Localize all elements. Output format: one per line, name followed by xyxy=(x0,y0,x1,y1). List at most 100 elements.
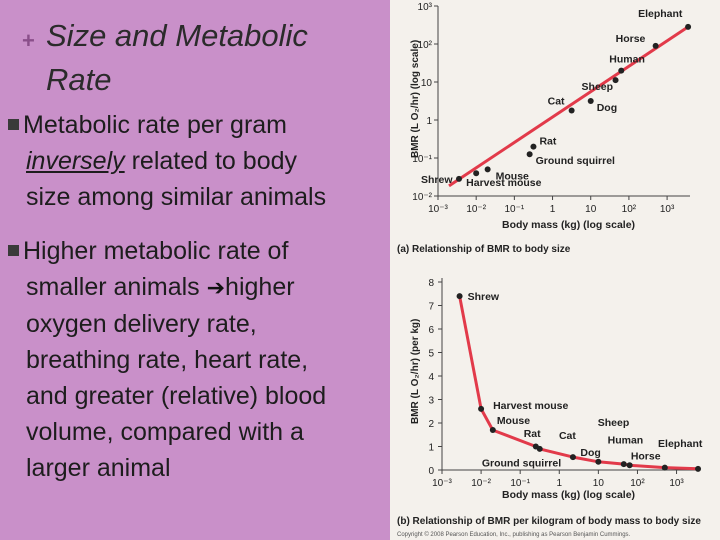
chart-a-y-tick-label: 10 xyxy=(421,78,433,89)
chart-b-point-label: Elephant xyxy=(658,438,703,450)
bullet-1-line-1: Metabolic rate per gram xyxy=(23,111,288,139)
chart-b-point-label: Ground squirrel xyxy=(482,458,561,470)
chart-a-x-tick-label: 10² xyxy=(622,204,637,215)
chart-b-point-label: Harvest mouse xyxy=(493,400,568,412)
bullet-1-underlined: inversely xyxy=(26,147,125,175)
chart-a-point xyxy=(484,166,491,173)
chart-b-point xyxy=(569,454,576,461)
chart-b-y-tick-label: 3 xyxy=(428,396,434,407)
chart-b-x-tick-label: 10⁻³ xyxy=(432,478,452,489)
chart-a-point xyxy=(587,98,594,104)
chart-a-point-label: Cat xyxy=(548,96,565,108)
chart-b-y-tick-label: 7 xyxy=(428,302,434,313)
bullet-2-line-7: larger animal xyxy=(26,454,171,482)
chart-a-y-tick-label: 10³ xyxy=(418,2,433,13)
chart-b-y-tick-label: 6 xyxy=(428,325,434,336)
chart-b-x-tick-label: 10 xyxy=(593,478,605,489)
chart-a-point xyxy=(612,77,619,84)
chart-b-point xyxy=(456,293,463,300)
chart-a-y-tick-label: 10⁻¹ xyxy=(412,154,432,165)
chart-a-caption: (a) Relationship of BMR to body size xyxy=(397,244,571,255)
chart-a-point-label: Harvest mouse xyxy=(466,177,541,189)
chart-b-x-tick-label: 10⁻² xyxy=(471,478,491,489)
chart-a-point-label: Elephant xyxy=(638,8,683,20)
chart-b-y-tick-label: 4 xyxy=(428,372,434,383)
bullet-2: Higher metabolic rate of smaller animals… xyxy=(8,233,393,486)
chart-a-y-tick-label: 10² xyxy=(418,40,433,51)
chart-a-y-tick-label: 10⁻² xyxy=(412,192,432,203)
title-line-2: Rate xyxy=(46,62,112,97)
bullet-1-line-3: size among similar animals xyxy=(26,183,327,211)
chart-b-point-label: Dog xyxy=(580,447,600,459)
chart-b-x-label: Body mass (kg) (log scale) xyxy=(502,489,635,501)
bullet-2-line-2a: smaller animals xyxy=(26,273,207,301)
chart-a-x-label: Body mass (kg) (log scale) xyxy=(502,219,635,231)
chart-b-x-tick-label: 10⁻¹ xyxy=(510,478,530,489)
chart-a-point-label: Dog xyxy=(597,102,617,114)
chart-b-point xyxy=(620,461,627,468)
chart-b-y-tick-label: 0 xyxy=(428,466,434,477)
chart-a-y-tick-label: 1 xyxy=(426,116,432,127)
chart-b-point xyxy=(536,445,543,452)
chart-a-point xyxy=(618,67,625,74)
chart-a-x-tick-label: 10⁻¹ xyxy=(504,204,524,215)
bullet-2-line-1: Higher metabolic rate of xyxy=(23,237,289,265)
bullet-2-line-2b: higher xyxy=(225,273,295,301)
chart-b-x-tick-label: 1 xyxy=(556,478,562,489)
bullet-square-icon xyxy=(8,245,19,256)
title-line-1: Size and Metabolic xyxy=(46,18,308,53)
chart-a-point-label: Horse xyxy=(616,33,646,45)
chart-a-point xyxy=(652,42,659,49)
chart-b-point xyxy=(478,405,485,412)
chart-a-x-tick-label: 10⁻² xyxy=(466,204,486,215)
chart-b-y-tick-label: 8 xyxy=(428,278,434,289)
chart-a-point-label: Ground squirrel xyxy=(536,155,615,167)
chart-b-y-tick-label: 5 xyxy=(428,349,434,360)
chart-a-point-label: Sheep xyxy=(582,81,614,93)
chart-a-point-label: Mouse xyxy=(496,170,529,182)
chart-a-point-label: Shrew xyxy=(421,174,453,186)
bullet-2-line-5: and greater (relative) blood xyxy=(26,382,327,410)
chart-b-x-tick-label: 10³ xyxy=(669,478,684,489)
chart-b-y-tick-label: 1 xyxy=(428,443,434,454)
chart-b-point xyxy=(695,465,702,472)
chart-b-point xyxy=(595,458,602,465)
chart-a-point xyxy=(473,170,480,177)
bullet-1-line-2: related to body xyxy=(124,147,297,175)
chart-a-point xyxy=(685,23,692,30)
chart-a-point xyxy=(530,143,537,150)
chart-b-point xyxy=(626,462,633,469)
chart-b-point-label: Sheep xyxy=(598,417,630,429)
chart-b-y-label: BMR (L O₂/hr) (per kg) xyxy=(410,319,421,424)
chart-b-point-label: Human xyxy=(608,434,644,446)
chart-b-point-label: Rat xyxy=(524,428,541,440)
chart-a-x-tick-label: 10 xyxy=(585,204,597,215)
chart-b-point-label: Cat xyxy=(559,430,576,442)
chart-b-point-label: Mouse xyxy=(497,415,530,427)
chart-a-point xyxy=(526,151,533,158)
bullet-1: Metabolic rate per gram inversely relate… xyxy=(8,107,393,215)
chart-b-caption: (b) Relationship of BMR per kilogram of … xyxy=(397,516,701,527)
bullet-2-line-3: oxygen delivery rate, xyxy=(26,310,257,338)
chart-a-regression-line xyxy=(448,25,689,188)
chart-b-y-tick-label: 2 xyxy=(428,419,434,430)
bullet-2-line-6: volume, compared with a xyxy=(26,418,304,446)
chart-b-point-label: Horse xyxy=(631,451,661,463)
copyright-text: Copyright © 2008 Pearson Education, Inc.… xyxy=(397,531,631,538)
bullet-square-icon xyxy=(8,119,19,130)
chart-a-x-tick-label: 10⁻³ xyxy=(428,204,448,215)
chart-b-point xyxy=(489,427,496,434)
chart-b-point xyxy=(661,464,668,471)
chart-a-point-label: Human xyxy=(609,54,645,66)
chart-a-y-label: BMR (L O₂/hr) (log scale) xyxy=(410,40,421,158)
plus-icon: + xyxy=(22,28,35,53)
chart-a-x-tick-label: 1 xyxy=(550,204,556,215)
chart-a-point xyxy=(568,107,575,114)
chart-b-point-label: Shrew xyxy=(468,291,500,303)
arrow-right-icon: ➔ xyxy=(206,275,226,300)
slide-title: Size and Metabolic Rate xyxy=(46,14,308,102)
figure-panel xyxy=(390,0,720,540)
bullet-2-line-4: breathing rate, heart rate, xyxy=(26,346,309,374)
